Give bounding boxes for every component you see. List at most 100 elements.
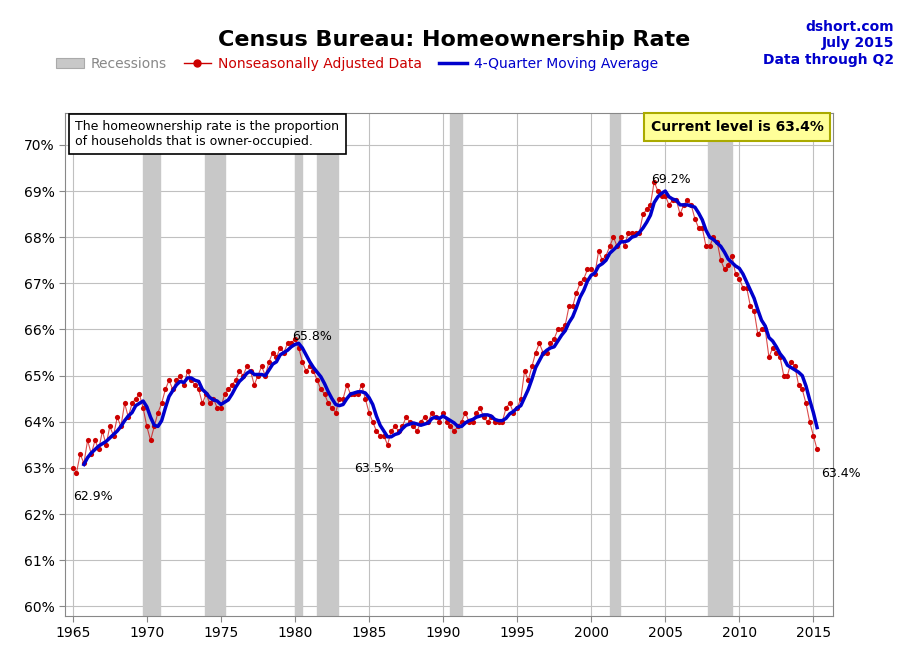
Point [151, 407, 165, 418]
Point [539, 348, 554, 358]
Point [521, 375, 536, 385]
Point [721, 260, 735, 270]
Point [406, 421, 420, 432]
Point [343, 389, 358, 399]
Point [421, 416, 436, 427]
Point [525, 361, 539, 371]
Text: 65.8%: 65.8% [292, 330, 332, 344]
Point [625, 227, 639, 238]
Point [243, 365, 258, 376]
Point [347, 389, 361, 399]
Point [477, 412, 491, 422]
Point [443, 421, 458, 432]
Point [617, 241, 632, 252]
Point [795, 384, 810, 395]
Point [299, 365, 313, 376]
Text: July 2015: July 2015 [822, 36, 894, 50]
Bar [295, 113, 302, 616]
Point [251, 370, 265, 381]
Point [743, 301, 757, 312]
Point [621, 227, 636, 238]
Point [502, 398, 517, 408]
Point [140, 421, 154, 432]
Point [240, 361, 254, 371]
Point [425, 407, 439, 418]
Point [269, 352, 283, 363]
Point [395, 421, 410, 432]
Point [262, 357, 276, 367]
Point [554, 324, 568, 335]
Point [450, 421, 465, 432]
Point [614, 232, 628, 242]
Point [165, 384, 180, 395]
Point [354, 379, 369, 390]
Point [202, 398, 217, 408]
Point [480, 416, 495, 427]
Point [265, 348, 280, 358]
Point [587, 269, 602, 279]
Point [391, 426, 406, 436]
Point [784, 357, 798, 367]
Point [80, 435, 94, 446]
Point [329, 407, 343, 418]
Point [577, 273, 591, 284]
Legend: Recessions, Nonseasonally Adjusted Data, 4-Quarter Moving Average: Recessions, Nonseasonally Adjusted Data,… [51, 52, 664, 77]
Point [399, 412, 413, 422]
Text: 63.5%: 63.5% [354, 463, 394, 475]
Point [254, 361, 269, 371]
Point [598, 250, 613, 261]
Point [288, 334, 302, 344]
Point [332, 393, 347, 404]
Point [206, 393, 221, 404]
Point [765, 343, 780, 354]
Point [495, 416, 509, 427]
Point [739, 283, 754, 293]
Point [336, 393, 350, 404]
Point [573, 278, 587, 289]
Point [199, 389, 213, 399]
Point [88, 435, 103, 446]
Point [177, 379, 192, 390]
Point [133, 389, 147, 399]
Point [506, 407, 520, 418]
Point [639, 204, 654, 214]
Point [562, 301, 577, 312]
Point [566, 301, 580, 312]
Point [370, 426, 384, 436]
Point [188, 379, 202, 390]
Point [210, 402, 224, 413]
Point [258, 370, 272, 381]
Point [402, 416, 417, 427]
Point [321, 398, 336, 408]
Point [281, 338, 295, 349]
Point [769, 348, 784, 358]
Point [687, 213, 702, 224]
Point [181, 365, 195, 376]
Point [277, 348, 291, 358]
Text: Data through Q2: Data through Q2 [764, 53, 894, 67]
Point [99, 440, 114, 450]
Point [247, 379, 262, 390]
Point [791, 379, 805, 390]
Point [558, 320, 573, 330]
Point [124, 398, 139, 408]
Text: 69.2%: 69.2% [651, 173, 691, 187]
Point [695, 222, 709, 233]
Point [325, 402, 340, 413]
Point [646, 177, 661, 187]
Point [454, 416, 469, 427]
Point [302, 361, 317, 371]
Point [410, 426, 424, 436]
Point [458, 407, 472, 418]
Point [536, 348, 550, 358]
Point [673, 209, 687, 219]
Point [110, 412, 124, 422]
Point [728, 269, 743, 279]
Point [273, 343, 288, 354]
Point [547, 334, 561, 344]
Bar [708, 113, 732, 616]
Point [373, 430, 388, 441]
Point [518, 365, 532, 376]
Point [732, 273, 746, 284]
Point [773, 352, 787, 363]
